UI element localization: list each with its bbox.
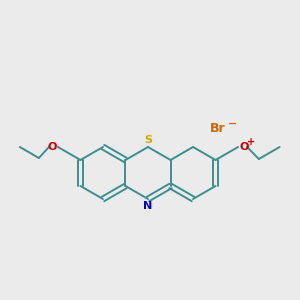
Text: O: O: [48, 142, 57, 152]
Text: −: −: [228, 119, 237, 129]
Text: Br: Br: [210, 122, 226, 134]
Text: S: S: [144, 135, 152, 145]
Text: +: +: [247, 137, 255, 147]
Text: N: N: [143, 201, 153, 211]
Text: O: O: [239, 142, 248, 152]
